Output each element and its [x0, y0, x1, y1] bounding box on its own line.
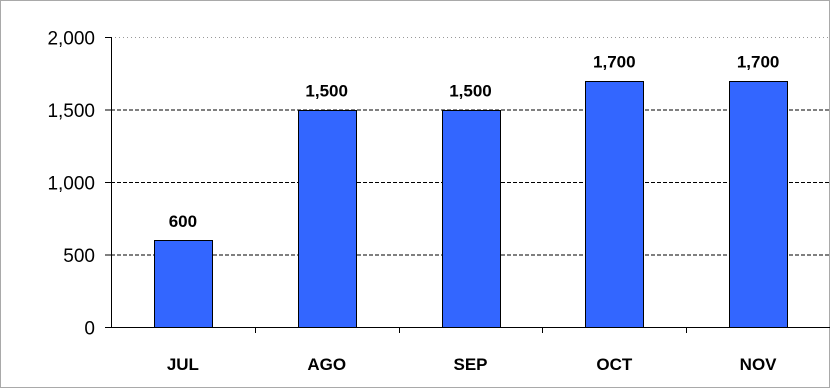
bar-oct [585, 81, 644, 328]
x-tick-label: OCT [596, 355, 633, 374]
bar-jul [154, 240, 213, 328]
data-label: 1,700 [593, 53, 636, 72]
y-tick-label: 0 [84, 319, 95, 340]
data-label: 1,700 [737, 53, 780, 72]
x-tick-label: NOV [740, 355, 778, 374]
y-tick-label: 1,000 [47, 174, 95, 195]
x-tick-label: SEP [453, 355, 487, 374]
bar-ago [298, 110, 357, 328]
y-tick-label: 1,500 [47, 101, 95, 122]
y-tick-label: 500 [63, 246, 95, 267]
y-tick-label: 2,000 [47, 29, 95, 50]
data-label: 1,500 [305, 82, 348, 101]
x-tick-label: AGO [307, 355, 346, 374]
bar-sep [442, 110, 501, 328]
data-label: 600 [169, 212, 197, 231]
bar-nov [729, 81, 788, 328]
x-tick-label: JUL [167, 355, 199, 374]
data-label: 1,500 [449, 82, 492, 101]
